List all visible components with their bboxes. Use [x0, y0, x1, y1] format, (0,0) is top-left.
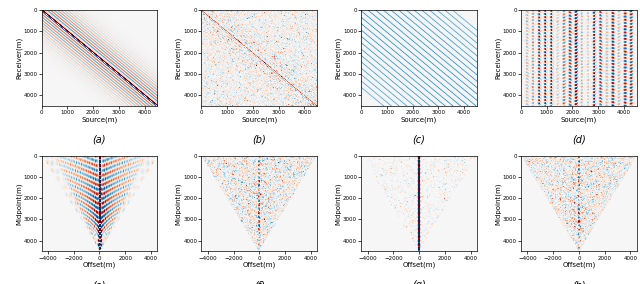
- Text: (e): (e): [93, 280, 106, 284]
- X-axis label: Source(m): Source(m): [81, 116, 118, 123]
- Y-axis label: Midpoint(m): Midpoint(m): [175, 182, 182, 225]
- X-axis label: Offset(m): Offset(m): [243, 262, 276, 268]
- X-axis label: Offset(m): Offset(m): [563, 262, 596, 268]
- Y-axis label: Receiver(m): Receiver(m): [495, 37, 502, 79]
- X-axis label: Offset(m): Offset(m): [403, 262, 436, 268]
- Text: (a): (a): [93, 134, 106, 145]
- Text: (c): (c): [413, 134, 426, 145]
- Y-axis label: Receiver(m): Receiver(m): [15, 37, 22, 79]
- Y-axis label: Receiver(m): Receiver(m): [335, 37, 342, 79]
- Y-axis label: Midpoint(m): Midpoint(m): [335, 182, 342, 225]
- X-axis label: Source(m): Source(m): [401, 116, 437, 123]
- Y-axis label: Receiver(m): Receiver(m): [175, 37, 182, 79]
- Text: (f): (f): [254, 280, 265, 284]
- X-axis label: Source(m): Source(m): [561, 116, 597, 123]
- Y-axis label: Midpoint(m): Midpoint(m): [495, 182, 502, 225]
- X-axis label: Source(m): Source(m): [241, 116, 277, 123]
- X-axis label: Offset(m): Offset(m): [83, 262, 116, 268]
- Text: (d): (d): [572, 134, 586, 145]
- Text: (g): (g): [412, 280, 426, 284]
- Text: (b): (b): [252, 134, 266, 145]
- Y-axis label: Midpoint(m): Midpoint(m): [15, 182, 22, 225]
- Text: (h): (h): [572, 280, 586, 284]
